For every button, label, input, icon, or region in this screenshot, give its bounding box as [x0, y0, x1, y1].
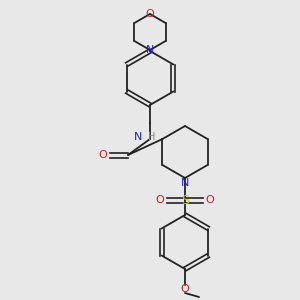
Text: O: O: [206, 195, 214, 205]
Text: O: O: [156, 195, 164, 205]
Text: H: H: [148, 132, 156, 142]
Text: O: O: [146, 9, 154, 19]
Text: N: N: [134, 132, 142, 142]
Text: N: N: [146, 45, 154, 55]
Text: S: S: [181, 194, 189, 206]
Text: N: N: [181, 178, 189, 188]
Text: O: O: [99, 150, 107, 160]
Text: O: O: [181, 284, 189, 294]
